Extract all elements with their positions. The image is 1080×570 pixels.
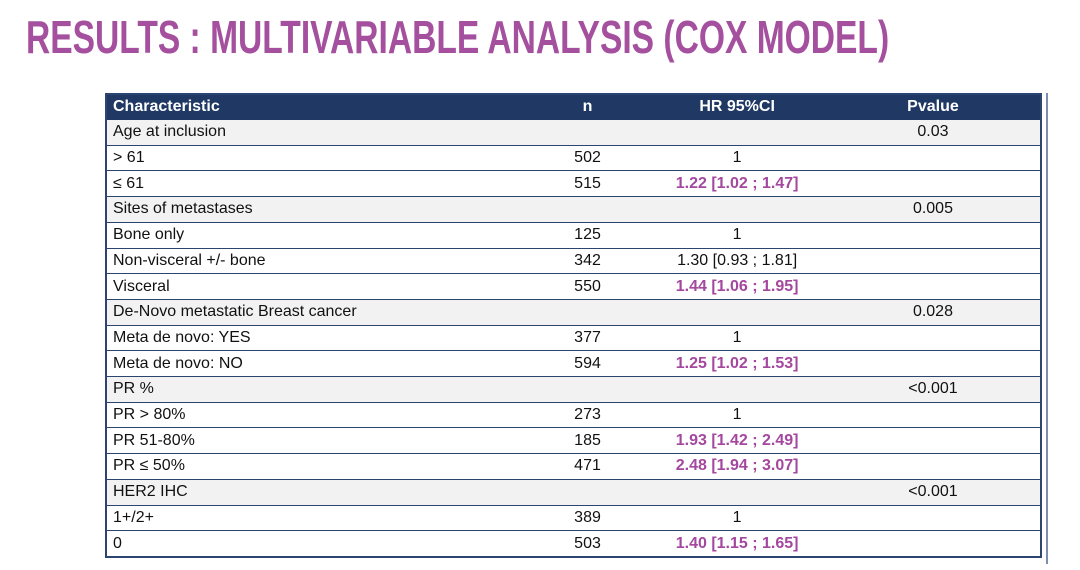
header-row: Characteristic n HR 95%CI Pvalue <box>106 93 1041 120</box>
pvalue-cell <box>825 273 1041 300</box>
n-cell: 550 <box>526 273 649 300</box>
characteristic-cell: 0 <box>106 530 527 558</box>
n-cell: 502 <box>526 144 649 172</box>
n-cell: 503 <box>526 530 649 558</box>
n-cell <box>526 376 649 403</box>
hr-cell <box>648 196 826 223</box>
col-header-pvalue: Pvalue <box>825 93 1041 120</box>
table-row: ≤ 61 515 1.22 [1.02 ; 1.47] <box>106 170 1041 198</box>
table-header: Characteristic n HR 95%CI Pvalue <box>106 93 1041 120</box>
characteristic-cell: Non-visceral +/- bone <box>106 247 527 275</box>
characteristic-cell: PR ≤ 50% <box>106 453 527 480</box>
n-cell <box>526 478 649 506</box>
characteristic-cell: PR > 80% <box>106 401 527 429</box>
characteristic-cell: Age at inclusion <box>106 119 527 146</box>
pvalue-cell: 0.028 <box>825 298 1041 326</box>
pvalue-cell <box>825 530 1041 558</box>
n-cell: 389 <box>526 504 649 532</box>
col-header-hr-ci: HR 95%CI <box>648 93 826 120</box>
hr-cell: 1.30 [0.93 ; 1.81] <box>648 247 826 275</box>
hr-cell: 2.48 [1.94 ; 3.07] <box>648 453 826 480</box>
characteristic-cell: Bone only <box>106 221 527 249</box>
table-row: Non-visceral +/- bone 342 1.30 [0.93 ; 1.8… <box>106 247 1041 275</box>
table-row: 1+/2+ 389 1 <box>106 504 1041 532</box>
hr-cell: 1.25 [1.02 ; 1.53] <box>648 350 826 378</box>
hr-cell: 1 <box>648 504 826 532</box>
pvalue-cell: <0.001 <box>825 376 1041 403</box>
characteristic-cell: De-Novo metastatic Breast cancer <box>106 298 527 326</box>
hr-cell: 1.93 [1.42 ; 2.49] <box>648 427 826 455</box>
n-cell <box>526 196 649 223</box>
characteristic-cell: Meta de novo: NO <box>106 350 527 378</box>
characteristic-cell: HER2 IHC <box>106 478 527 506</box>
n-cell <box>526 119 649 146</box>
hr-cell <box>648 298 826 326</box>
results-table: Characteristic n HR 95%CI Pvalue Age at … <box>105 93 1042 558</box>
col-header-n: n <box>526 93 649 120</box>
pvalue-cell <box>825 401 1041 429</box>
table-row: 0 503 1.40 [1.15 ; 1.65] <box>106 530 1041 558</box>
n-cell: 377 <box>526 324 649 352</box>
col-header-characteristic: Characteristic <box>106 93 527 120</box>
pvalue-cell <box>825 427 1041 455</box>
n-cell: 273 <box>526 401 649 429</box>
hr-cell: 1 <box>648 324 826 352</box>
table-row: Meta de novo: NO 594 1.25 [1.02 ; 1.53] <box>106 350 1041 378</box>
pvalue-cell: <0.001 <box>825 478 1041 506</box>
hr-cell <box>648 376 826 403</box>
page-title: RESULTS : MULTIVARIABLE ANALYSIS (COX MO… <box>26 11 890 63</box>
hr-cell <box>648 119 826 146</box>
hr-cell <box>648 478 826 506</box>
characteristic-cell: Visceral <box>106 273 527 300</box>
pvalue-cell <box>825 170 1041 198</box>
characteristic-cell: Sites of metastases <box>106 196 527 223</box>
category-row: De-Novo metastatic Breast cancer 0.028 <box>106 298 1041 326</box>
n-cell: 471 <box>526 453 649 480</box>
pvalue-cell: 0.005 <box>825 196 1041 223</box>
category-row: PR % <0.001 <box>106 376 1041 403</box>
table-row: Visceral 550 1.44 [1.06 ; 1.95] <box>106 273 1041 300</box>
characteristic-cell: ≤ 61 <box>106 170 527 198</box>
n-cell: 342 <box>526 247 649 275</box>
category-row: Sites of metastases 0.005 <box>106 196 1041 223</box>
pvalue-cell <box>825 504 1041 532</box>
characteristic-cell: > 61 <box>106 144 527 172</box>
n-cell: 515 <box>526 170 649 198</box>
hr-cell: 1.44 [1.06 ; 1.95] <box>648 273 826 300</box>
pvalue-cell <box>825 453 1041 480</box>
n-cell: 185 <box>526 427 649 455</box>
table-row: Meta de novo: YES 377 1 <box>106 324 1041 352</box>
hr-cell: 1.40 [1.15 ; 1.65] <box>648 530 826 558</box>
hr-cell: 1 <box>648 144 826 172</box>
n-cell: 125 <box>526 221 649 249</box>
characteristic-cell: 1+/2+ <box>106 504 527 532</box>
characteristic-cell: PR % <box>106 376 527 403</box>
pvalue-cell <box>825 350 1041 378</box>
right-edge-line <box>1046 93 1048 564</box>
hr-cell: 1 <box>648 221 826 249</box>
hr-cell: 1.22 [1.02 ; 1.47] <box>648 170 826 198</box>
pvalue-cell <box>825 221 1041 249</box>
table-body: Age at inclusion 0.03 > 61 502 1 ≤ 61 515 1.22 … <box>106 119 1041 558</box>
characteristic-cell: PR 51-80% <box>106 427 527 455</box>
pvalue-cell: 0.03 <box>825 119 1041 146</box>
table-row: PR > 80% 273 1 <box>106 401 1041 429</box>
n-cell <box>526 298 649 326</box>
table-row: PR 51-80% 185 1.93 [1.42 ; 2.49] <box>106 427 1041 455</box>
pvalue-cell <box>825 324 1041 352</box>
pvalue-cell <box>825 144 1041 172</box>
table-row: PR ≤ 50% 471 2.48 [1.94 ; 3.07] <box>106 453 1041 480</box>
category-row: HER2 IHC <0.001 <box>106 478 1041 506</box>
hr-cell: 1 <box>648 401 826 429</box>
cox-model-table: Characteristic n HR 95%CI Pvalue Age at … <box>105 93 1042 558</box>
table-row: > 61 502 1 <box>106 144 1041 172</box>
table-row: Bone only 125 1 <box>106 221 1041 249</box>
characteristic-cell: Meta de novo: YES <box>106 324 527 352</box>
category-row: Age at inclusion 0.03 <box>106 119 1041 146</box>
n-cell: 594 <box>526 350 649 378</box>
pvalue-cell <box>825 247 1041 275</box>
